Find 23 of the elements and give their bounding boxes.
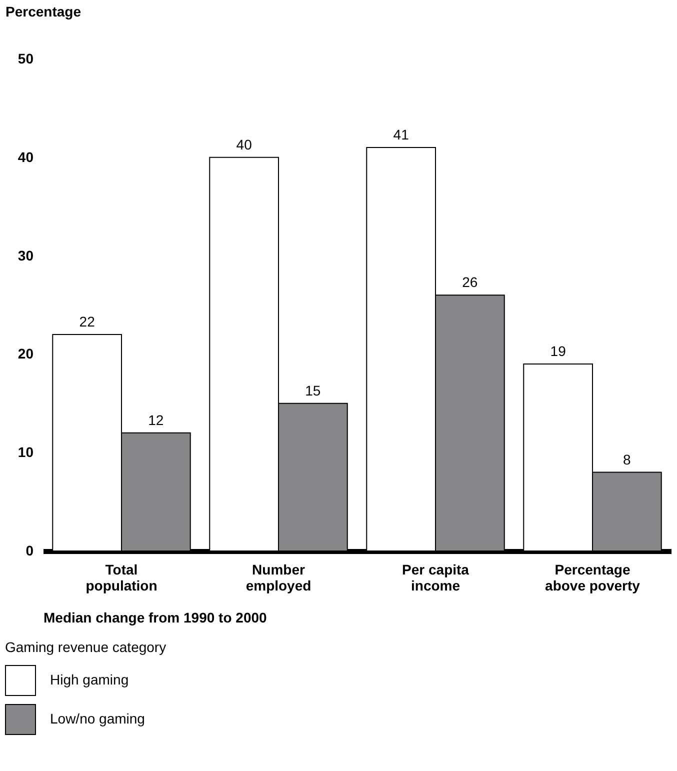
y-tick-label: 0 bbox=[26, 542, 34, 558]
y-tick-label: 50 bbox=[18, 50, 34, 66]
y-tick-label: 10 bbox=[18, 444, 34, 460]
x-tick-label: Total population bbox=[86, 562, 158, 594]
data-label: 26 bbox=[462, 274, 478, 290]
y-tick-label: 20 bbox=[18, 346, 34, 362]
y-tick-label: 30 bbox=[18, 247, 34, 264]
x-axis-title: Median change from 1990 to 2000 bbox=[44, 610, 268, 626]
x-tick-label: Number employed bbox=[246, 562, 312, 594]
data-label: 40 bbox=[236, 136, 252, 152]
x-tick-label: Per capita income bbox=[402, 562, 470, 594]
data-label: 15 bbox=[305, 382, 321, 398]
data-label: 8 bbox=[623, 451, 632, 468]
legend-title: Gaming revenue category bbox=[5, 639, 166, 655]
data-label: 41 bbox=[393, 126, 410, 143]
data-label: 12 bbox=[148, 412, 164, 428]
data-label: 22 bbox=[79, 314, 96, 330]
legend-label: High gaming bbox=[50, 672, 129, 688]
data-label: 19 bbox=[550, 343, 566, 360]
y-tick-label: 40 bbox=[18, 148, 34, 165]
y-axis-title: Percentage bbox=[6, 4, 82, 20]
x-tick-label: Percentage above poverty bbox=[545, 562, 640, 594]
legend-label: Low/no gaming bbox=[50, 710, 145, 726]
